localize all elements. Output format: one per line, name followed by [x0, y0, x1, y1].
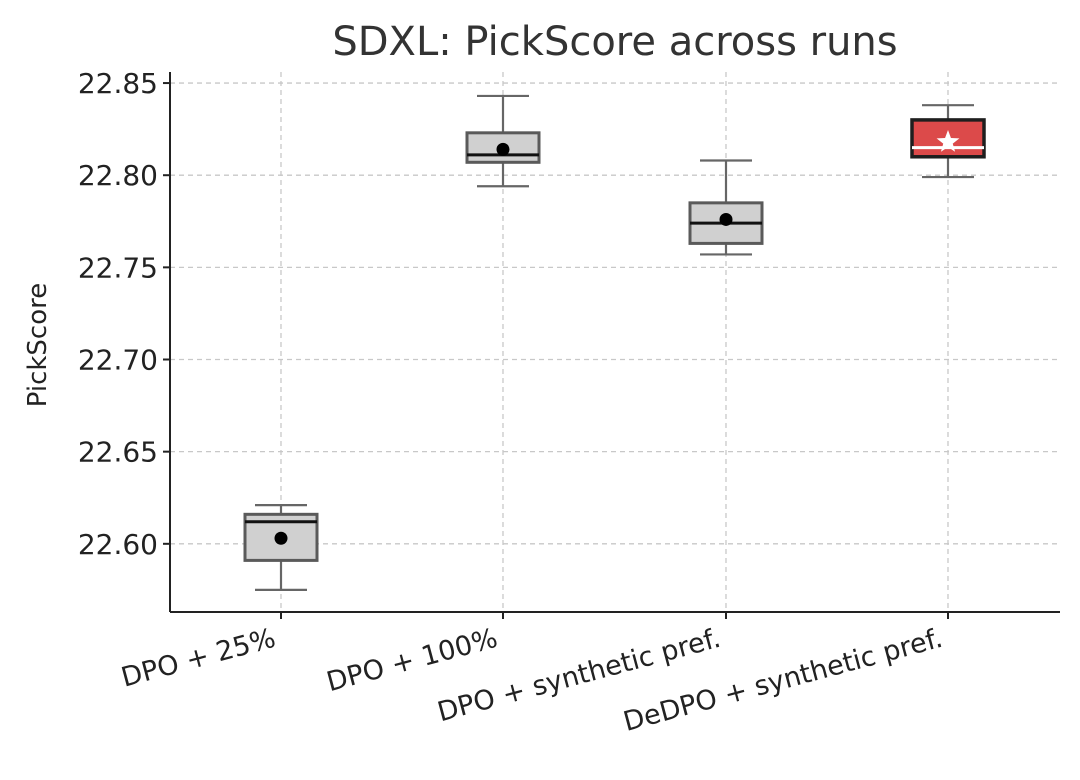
y-tick-label: 22.60 — [78, 528, 158, 561]
y-tick-label: 22.65 — [78, 436, 158, 469]
box-group — [910, 104, 986, 179]
box-group — [465, 94, 541, 188]
mean-marker — [496, 142, 510, 156]
y-tick-label: 22.85 — [78, 67, 158, 100]
y-tick-label: 22.75 — [78, 251, 158, 284]
box-group — [688, 159, 764, 256]
axes — [163, 72, 1060, 619]
mean-marker — [274, 531, 288, 545]
chart-title: SDXL: PickScore across runs — [332, 19, 897, 65]
y-axis-label: PickScore — [23, 283, 53, 408]
gridlines — [170, 72, 1060, 612]
box-group — [243, 504, 319, 591]
x-tick-label: DPO + 25% — [118, 623, 279, 694]
mean-star-marker — [936, 130, 960, 152]
y-tick-label: 22.80 — [78, 159, 158, 192]
y-tick-label: 22.70 — [78, 344, 158, 377]
boxes — [243, 94, 986, 591]
mean-marker — [719, 212, 733, 226]
